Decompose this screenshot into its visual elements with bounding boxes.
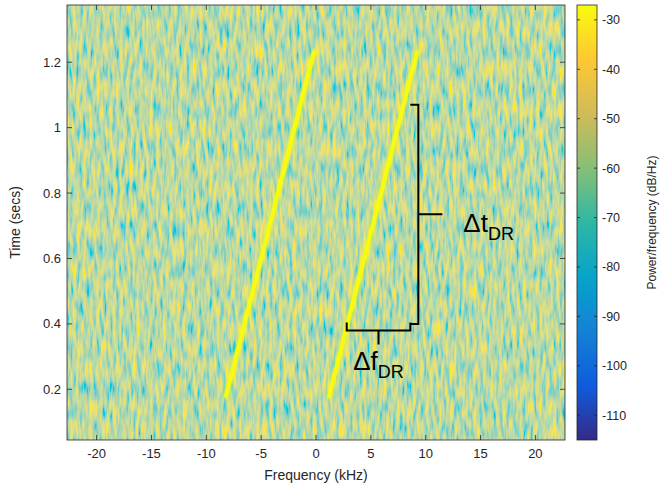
annotation: ΔfDR bbox=[347, 322, 411, 382]
chart: -20-15-10-5051015200.20.40.60.811.2Frequ… bbox=[0, 0, 664, 502]
y-tick bbox=[67, 62, 72, 63]
y-tick-label: 0.8 bbox=[43, 186, 61, 201]
y-tick bbox=[67, 323, 72, 324]
colorbar-tick bbox=[594, 365, 597, 366]
x-tick bbox=[480, 435, 481, 440]
spectrogram-background bbox=[67, 5, 565, 440]
x-tick-label: -15 bbox=[142, 446, 161, 461]
annotation-label: ΔfDR bbox=[353, 346, 404, 382]
colorbar-tick bbox=[577, 316, 580, 317]
colorbar-tick-label: -100 bbox=[602, 359, 627, 373]
colorbar-tick bbox=[577, 19, 580, 20]
colorbar-tick-label: -90 bbox=[602, 310, 620, 324]
colorbar-tick bbox=[594, 19, 597, 20]
colorbar-tick bbox=[577, 69, 580, 70]
annotation-subscript: DR bbox=[488, 224, 514, 244]
y-tick-label: 1.2 bbox=[43, 55, 61, 70]
x-axis-title: Frequency (kHz) bbox=[264, 467, 367, 483]
x-tick-label: 20 bbox=[528, 446, 542, 461]
colorbar-tick bbox=[577, 415, 580, 416]
plot-frame bbox=[67, 5, 565, 440]
y-tick bbox=[67, 258, 72, 259]
y-tick bbox=[67, 127, 72, 128]
annotation-label: ΔtDR bbox=[463, 208, 514, 244]
x-tick-top bbox=[370, 5, 371, 10]
x-tick-label: 10 bbox=[418, 446, 432, 461]
colorbar-tick bbox=[577, 168, 580, 169]
x-tick bbox=[425, 435, 426, 440]
colorbar-tick bbox=[577, 365, 580, 366]
bracket bbox=[347, 322, 411, 344]
x-tick-label: 15 bbox=[473, 446, 487, 461]
colorbar-tick bbox=[577, 217, 580, 218]
colorbar-tick bbox=[594, 266, 597, 267]
x-tick bbox=[206, 435, 207, 440]
x-tick-label: -20 bbox=[87, 446, 106, 461]
y-tick-right bbox=[560, 193, 565, 194]
colorbar-tick-label: -50 bbox=[602, 112, 620, 126]
x-tick bbox=[535, 435, 536, 440]
colorbar-tick-label: -30 bbox=[602, 13, 620, 27]
y-tick-right bbox=[560, 127, 565, 128]
signal-line bbox=[329, 52, 417, 395]
x-tick bbox=[96, 435, 97, 440]
colorbar-tick bbox=[594, 118, 597, 119]
x-tick-top bbox=[316, 5, 317, 10]
y-tick-label: 0.4 bbox=[43, 316, 61, 331]
x-tick-label: -10 bbox=[197, 446, 216, 461]
x-tick-label: 0 bbox=[312, 446, 319, 461]
colorbar-tick-label: -110 bbox=[602, 409, 626, 423]
annotation: ΔtDR bbox=[410, 105, 514, 324]
signal-glow bbox=[226, 52, 314, 395]
colorbar-tick-label: -80 bbox=[602, 260, 620, 274]
x-tick bbox=[151, 435, 152, 440]
y-tick-label: 0.2 bbox=[43, 382, 61, 397]
colorbar bbox=[577, 5, 597, 440]
x-tick bbox=[370, 435, 371, 440]
x-tick-top bbox=[535, 5, 536, 10]
colorbar-tick-label: -40 bbox=[602, 63, 620, 77]
colorbar-tick bbox=[594, 415, 597, 416]
spectrogram-noise bbox=[67, 5, 565, 440]
colorbar-tick bbox=[594, 69, 597, 70]
y-tick-label: 1 bbox=[54, 120, 61, 135]
colorbar-tick-label: -60 bbox=[602, 162, 620, 176]
x-tick-label: -5 bbox=[255, 446, 267, 461]
x-tick-top bbox=[425, 5, 426, 10]
colorbar-tick bbox=[577, 118, 580, 119]
x-tick-top bbox=[206, 5, 207, 10]
y-tick-right bbox=[560, 258, 565, 259]
x-tick-top bbox=[96, 5, 97, 10]
signal-line bbox=[226, 52, 314, 395]
x-tick bbox=[316, 435, 317, 440]
y-axis-title: Time (secs) bbox=[7, 186, 23, 259]
colorbar-tick-label: -70 bbox=[602, 211, 620, 225]
colorbar-tick bbox=[577, 266, 580, 267]
y-tick-right bbox=[560, 323, 565, 324]
bracket bbox=[410, 105, 442, 324]
annotation-subscript: DR bbox=[378, 362, 404, 382]
x-tick-label: 5 bbox=[367, 446, 374, 461]
x-tick-top bbox=[480, 5, 481, 10]
y-tick bbox=[67, 193, 72, 194]
x-tick-top bbox=[261, 5, 262, 10]
y-tick bbox=[67, 389, 72, 390]
colorbar-tick bbox=[594, 217, 597, 218]
signal-glow bbox=[329, 52, 417, 395]
y-tick-right bbox=[560, 389, 565, 390]
colorbar-tick bbox=[594, 168, 597, 169]
colorbar-tick bbox=[594, 316, 597, 317]
plot-area bbox=[67, 5, 565, 440]
x-tick-top bbox=[151, 5, 152, 10]
y-tick-right bbox=[560, 62, 565, 63]
y-tick-label: 0.6 bbox=[43, 251, 61, 266]
x-tick bbox=[261, 435, 262, 440]
colorbar-label: Power/frequency (dB/Hz) bbox=[645, 155, 659, 289]
